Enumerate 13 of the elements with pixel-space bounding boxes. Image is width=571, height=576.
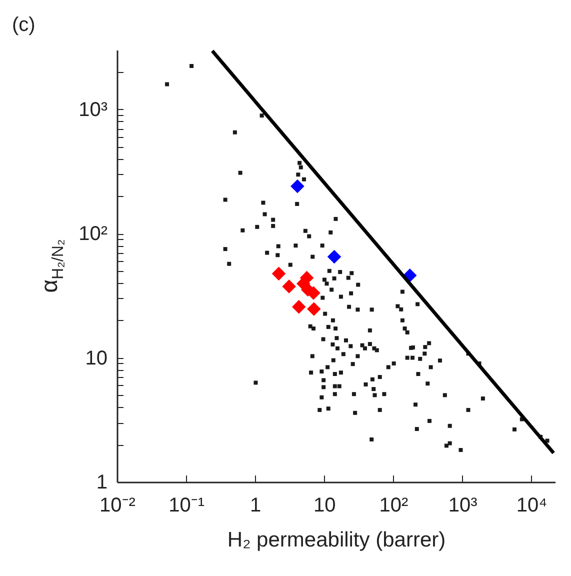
x-tick-label: 1 (250, 494, 262, 516)
x-tick-label: 10² (379, 494, 409, 516)
x-tick-label: 10 (314, 494, 336, 516)
x-tick-label: 10⁴ (516, 494, 548, 516)
y-tick-label: 10³ (78, 98, 108, 121)
x-tick-label: 10⁻² (100, 494, 136, 516)
y-tick-label: 10² (78, 223, 108, 246)
x-tick-label: 10³ (448, 494, 478, 516)
chart-title: (c) (12, 14, 36, 36)
x-tick-label: 10⁻¹ (168, 494, 205, 516)
y-tick-label: 1 (96, 472, 108, 494)
x-axis-title: H₂ permeability (barrer) (227, 528, 446, 552)
y-tick-label: 10 (85, 347, 108, 370)
